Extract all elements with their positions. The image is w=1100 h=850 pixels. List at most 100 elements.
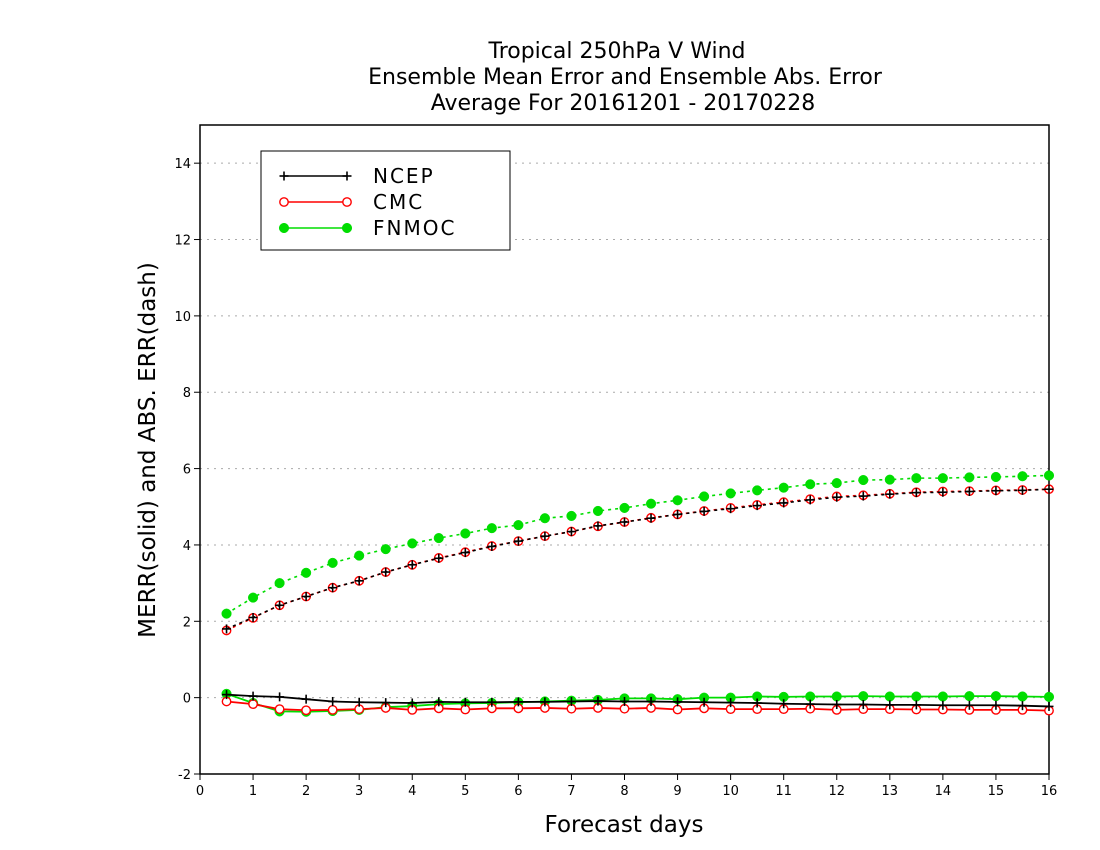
x-axis: 0 1 2 3 4 5 6 7 8 9 10 11 12 13 14 15 16: [196, 774, 1057, 799]
ncep-merr-point: [354, 697, 364, 707]
ncep-abs-err-point: [805, 495, 815, 505]
ncep-abs-err-point: [540, 531, 550, 541]
fnmoc-abs-err-point: [831, 478, 842, 489]
series-cmc: [221, 484, 1054, 636]
ncep-abs-err-point: [646, 513, 656, 523]
ncep-abs-err-point: [301, 591, 311, 601]
fnmoc-abs-err-line: [226, 474, 1050, 615]
fnmoc-merr-point: [1043, 691, 1055, 702]
ncep-abs-err-point: [911, 488, 921, 498]
fnmoc-abs-err-point: [354, 550, 365, 561]
ncep-merr-point: [620, 696, 629, 706]
ncep-merr-point: [434, 697, 444, 707]
x-tick-label: 7: [567, 784, 575, 799]
ncep-merr-point: [407, 698, 417, 708]
x-tick-label: 2: [302, 784, 310, 799]
ncep-merr-point: [593, 696, 603, 706]
fnmoc-merr-point: [990, 691, 1001, 702]
ncep-merr-point: [911, 700, 921, 710]
ncep-abs-err-point: [673, 509, 683, 519]
y-tick-label: 12: [174, 234, 191, 249]
ncep-merr-point: [248, 691, 258, 701]
fnmoc-abs-err-point: [990, 471, 1001, 483]
y-tick-label: 4: [183, 539, 191, 554]
fnmoc-abs-err-point: [672, 495, 683, 506]
ncep-merr-point: [858, 700, 868, 710]
ncep-merr-point: [938, 700, 948, 710]
x-tick-label: 4: [408, 784, 416, 799]
cmc-abs-err-line: [226, 488, 1050, 632]
ncep-merr-point: [673, 697, 683, 707]
ncep-abs-err-point: [593, 521, 603, 531]
cmc-merr-point: [301, 705, 312, 716]
ncep-abs-err-point: [1017, 485, 1027, 495]
ncep-merr-point: [566, 696, 576, 706]
y-tick-label: -2: [178, 768, 191, 783]
ncep-merr-point: [779, 699, 789, 709]
fnmoc-abs-err-point: [937, 473, 948, 484]
x-tick-label: 1: [249, 784, 257, 799]
y-tick-label: 14: [174, 157, 191, 172]
ncep-abs-err-point: [222, 624, 232, 634]
y-tick-label: 8: [183, 386, 191, 401]
x-tick-label: 0: [196, 784, 204, 799]
fnmoc-abs-err-point: [699, 491, 710, 502]
fnmoc-abs-err-point: [778, 482, 789, 493]
legend-entry-cmc: CMC: [279, 190, 422, 214]
fnmoc-abs-err-point: [884, 474, 895, 485]
ncep-abs-err-point: [248, 612, 258, 622]
ncep-abs-err-point: [726, 504, 736, 514]
ncep-merr-point: [301, 694, 311, 704]
series-cmc-merr: [221, 696, 1054, 716]
fnmoc-abs-err-point: [964, 472, 975, 483]
ncep-merr-point: [460, 697, 470, 707]
fnmoc-abs-err-point: [539, 513, 550, 524]
fnmoc-abs-err-point: [566, 510, 577, 521]
fnmoc-abs-err-point: [645, 498, 657, 509]
x-tick-label: 15: [988, 784, 1005, 799]
ncep-merr-point: [699, 697, 709, 707]
fnmoc-abs-err-point: [248, 592, 259, 603]
x-tick-label: 9: [673, 784, 681, 799]
fnmoc-abs-err-point: [725, 488, 736, 499]
fnmoc-abs-err-point: [858, 474, 869, 486]
fnmoc-abs-err-point: [221, 608, 232, 619]
x-axis-label: Forecast days: [545, 812, 704, 838]
fnmoc-abs-err-point: [805, 479, 816, 490]
fnmoc-abs-err-point: [513, 520, 524, 531]
ncep-abs-err-point: [779, 498, 789, 508]
y-tick-label: 10: [174, 310, 191, 325]
ncep-abs-err-point: [513, 536, 523, 546]
fnmoc-abs-err-point: [752, 485, 763, 496]
x-tick-label: 8: [620, 784, 628, 799]
fnmoc-merr-point: [831, 691, 842, 702]
title-line-2: Ensemble Mean Error and Ensemble Abs. Er…: [368, 65, 883, 90]
ncep-merr-point: [805, 699, 815, 709]
ncep-merr-point: [1044, 701, 1054, 711]
ncep-merr-point: [328, 696, 338, 706]
cmc-merr-point: [672, 704, 683, 715]
ncep-abs-err-point: [885, 489, 895, 499]
x-tick-label: 3: [355, 784, 363, 799]
ncep-merr-point: [513, 697, 523, 707]
legend-marker-fnmoc: [278, 222, 290, 234]
y-tick-label: 0: [183, 692, 191, 707]
fnmoc-abs-err-point: [433, 533, 444, 544]
ncep-abs-err-point: [938, 487, 948, 497]
fnmoc-abs-err-point: [619, 502, 630, 513]
fnmoc-merr-point: [937, 691, 948, 702]
x-tick-label: 10: [722, 784, 739, 799]
legend-marker-cmc: [342, 197, 352, 207]
ncep-abs-err-point: [566, 527, 576, 537]
fnmoc-abs-err-point: [911, 473, 922, 484]
fnmoc-merr-point: [858, 691, 869, 702]
series-fnmoc-merr: [221, 688, 1055, 717]
ncep-abs-err-point: [381, 567, 391, 577]
ncep-abs-err-point: [858, 491, 868, 501]
y-tick-label: 2: [183, 615, 191, 630]
x-tick-label: 12: [828, 784, 845, 799]
legend-entry-fnmoc: FNMOC: [278, 216, 454, 240]
legend-marker-ncep: [279, 171, 289, 181]
ncep-merr-point: [275, 692, 285, 702]
